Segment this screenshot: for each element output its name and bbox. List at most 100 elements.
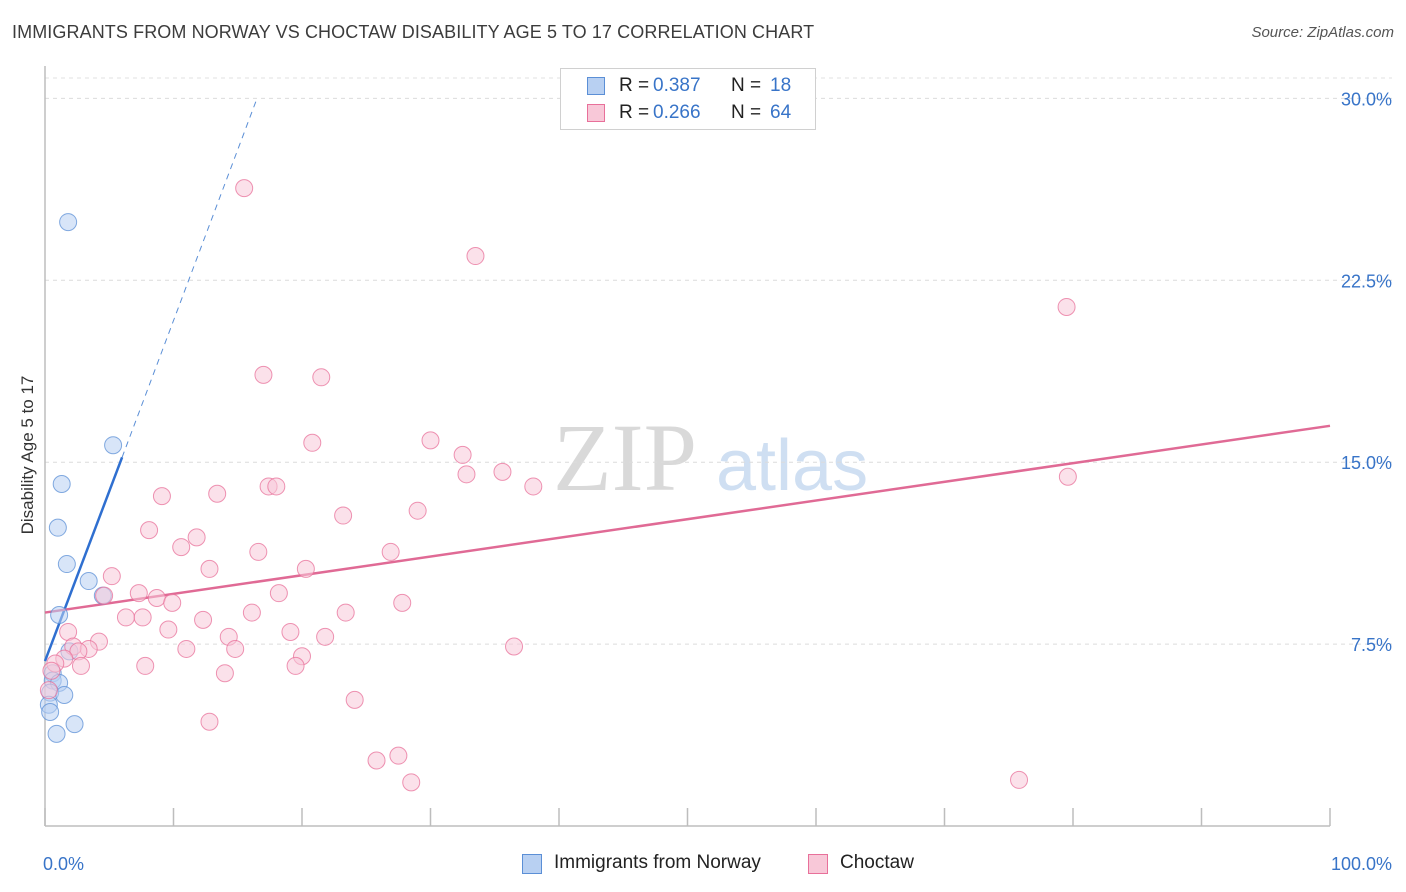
- choctaw-point: [133, 608, 152, 627]
- stats-legend: R = 0.387 N = 18 R = 0.266 N = 64: [560, 68, 816, 130]
- choctaw-point: [235, 179, 254, 198]
- choctaw-point: [1010, 770, 1029, 789]
- choctaw-point: [408, 501, 427, 520]
- y-axis-title: Disability Age 5 to 17: [18, 375, 37, 535]
- norway-swatch: [587, 77, 605, 95]
- choctaw-point: [159, 620, 178, 639]
- norway-point: [52, 475, 71, 494]
- watermark-zip: ZIP: [553, 404, 697, 511]
- choctaw-point: [187, 528, 206, 547]
- y-tick-label: 15.0%: [1341, 453, 1392, 473]
- r-key: R =: [619, 75, 650, 96]
- norway-trend-extension: [121, 98, 258, 458]
- x-tick-label: 0.0%: [43, 854, 84, 874]
- choctaw-point: [402, 773, 421, 792]
- x-tick-label: 100.0%: [1331, 854, 1392, 874]
- norway-point: [65, 715, 84, 734]
- choctaw-point: [381, 542, 400, 561]
- choctaw-point: [242, 603, 261, 622]
- choctaw-point: [140, 521, 159, 540]
- n-value: 64: [770, 102, 792, 123]
- r-value: 0.387: [653, 75, 701, 96]
- y-tick-label: 22.5%: [1341, 271, 1392, 291]
- choctaw-point: [177, 639, 196, 658]
- choctaw-point: [42, 661, 61, 680]
- norway-point: [59, 213, 78, 232]
- r-key: R =: [619, 102, 650, 123]
- norway-point: [57, 555, 76, 574]
- choctaw-point: [200, 712, 219, 731]
- choctaw-point: [1057, 297, 1076, 316]
- choctaw-point: [269, 584, 288, 603]
- choctaw-point: [116, 608, 135, 627]
- choctaw-point: [215, 664, 234, 683]
- choctaw-point: [136, 656, 155, 675]
- legend-label-choctaw: Choctaw: [840, 852, 914, 873]
- choctaw-point: [226, 639, 245, 658]
- choctaw-point: [367, 751, 386, 770]
- choctaw-point: [421, 431, 440, 450]
- choctaw-point: [334, 506, 353, 525]
- trend-lines: [43, 98, 1331, 662]
- choctaw-point: [286, 656, 305, 675]
- norway-point: [48, 518, 67, 537]
- norway-point: [104, 436, 123, 455]
- choctaw-point: [147, 589, 166, 608]
- norway-point: [79, 572, 98, 591]
- r-value: 0.266: [653, 102, 701, 123]
- choctaw-point: [95, 586, 114, 605]
- series-legend: Immigrants from Norway Choctaw: [0, 852, 1406, 878]
- tick-labels: 7.5% 15.0% 22.5% 30.0% 0.0% 100.0%: [43, 89, 1392, 874]
- choctaw-point: [389, 746, 408, 765]
- choctaw-point: [393, 593, 412, 612]
- norway-trend-line: [43, 456, 124, 662]
- choctaw-point: [296, 559, 315, 578]
- choctaw-point: [200, 559, 219, 578]
- choctaw-trend-line: [44, 424, 1331, 614]
- choctaw-point: [172, 538, 191, 557]
- choctaw-point: [194, 610, 213, 629]
- choctaw-point: [505, 637, 524, 656]
- chart-title: IMMIGRANTS FROM NORWAY VS CHOCTAW DISABI…: [12, 22, 815, 42]
- watermark: ZIP atlas: [553, 404, 868, 511]
- norway-point: [50, 605, 69, 624]
- norway-point: [47, 724, 66, 743]
- norway-point: [41, 703, 60, 722]
- choctaw-point: [71, 656, 90, 675]
- choctaw-point: [316, 627, 335, 646]
- y-tick-label: 30.0%: [1341, 89, 1392, 109]
- n-key: N =: [731, 75, 762, 96]
- choctaw-point: [163, 593, 182, 612]
- choctaw-point: [254, 365, 273, 384]
- source-label: Source: ZipAtlas.com: [1251, 24, 1394, 41]
- choctaw-point: [249, 542, 268, 561]
- choctaw-point: [453, 445, 472, 464]
- choctaw-swatch: [587, 104, 605, 122]
- watermark-atlas: atlas: [716, 426, 868, 506]
- y-tick-label: 7.5%: [1351, 635, 1392, 655]
- legend-label-norway: Immigrants from Norway: [554, 852, 761, 873]
- norway-point: [55, 686, 74, 705]
- choctaw-point: [152, 487, 171, 506]
- choctaw-point: [102, 567, 121, 586]
- n-value: 18: [770, 75, 792, 96]
- choctaw-point: [493, 462, 512, 481]
- choctaw-point: [336, 603, 355, 622]
- choctaw-point: [1058, 467, 1077, 486]
- choctaw-point: [466, 247, 485, 266]
- choctaw-point: [345, 690, 364, 709]
- choctaw-point: [39, 681, 58, 700]
- choctaw-point: [303, 433, 322, 452]
- n-key: N =: [731, 102, 762, 123]
- choctaw-point: [129, 584, 148, 603]
- data-points: [39, 179, 1077, 792]
- choctaw-point: [281, 622, 300, 641]
- choctaw-point: [208, 484, 227, 503]
- choctaw-point: [312, 368, 331, 387]
- choctaw-point: [457, 465, 476, 484]
- grid-lines: [45, 77, 1392, 645]
- choctaw-point: [524, 477, 543, 496]
- choctaw-legend-swatch: [808, 854, 828, 874]
- choctaw-point: [267, 477, 286, 496]
